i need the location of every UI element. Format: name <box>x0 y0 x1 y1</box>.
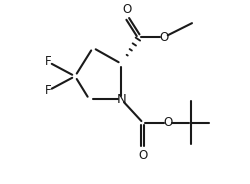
Text: O: O <box>163 116 172 129</box>
Text: F: F <box>45 56 52 68</box>
Text: N: N <box>116 93 126 106</box>
Text: O: O <box>122 3 132 16</box>
Text: O: O <box>160 31 169 44</box>
Text: F: F <box>45 84 52 97</box>
Text: O: O <box>138 149 147 162</box>
